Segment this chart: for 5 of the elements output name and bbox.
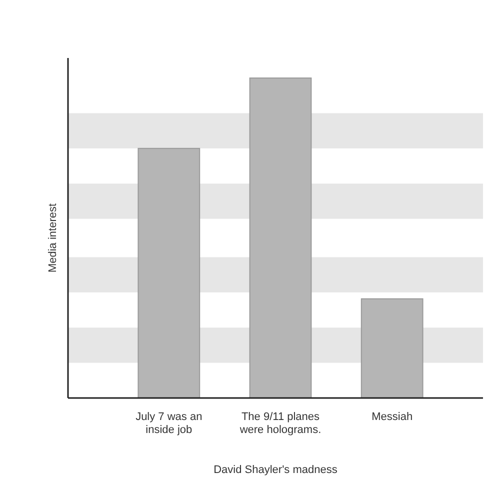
- x-tick-label: July 7 was an inside job: [136, 411, 202, 436]
- x-tick-label: Messiah: [372, 411, 413, 423]
- y-axis-title: Media interest: [47, 203, 59, 273]
- x-tick-label: The 9/11 planes were holograms.: [238, 411, 322, 436]
- x-axis-title: David Shayler's madness: [214, 464, 338, 476]
